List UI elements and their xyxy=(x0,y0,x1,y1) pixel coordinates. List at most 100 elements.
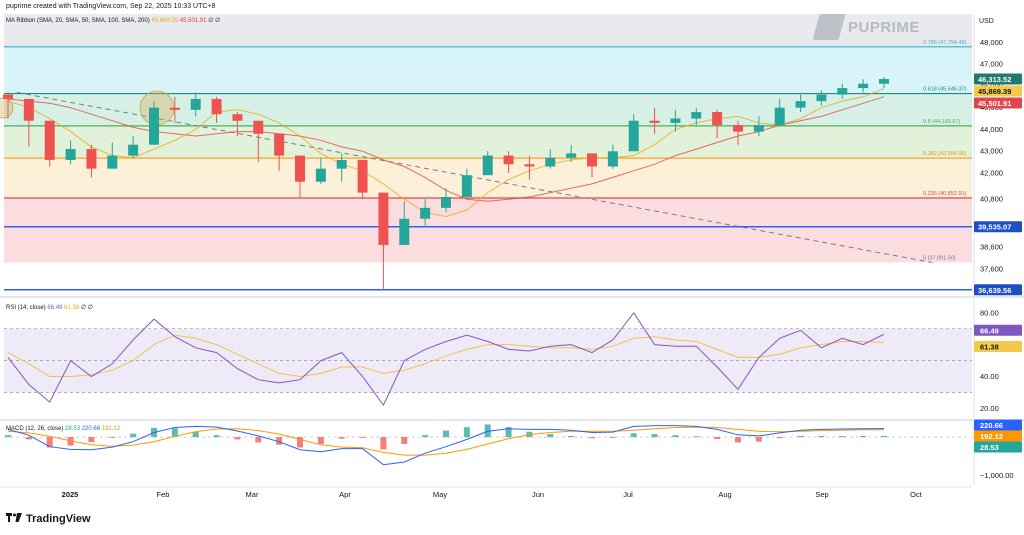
macd-histogram-bar xyxy=(630,433,637,438)
puprime-watermark: PUPRIME xyxy=(812,14,920,40)
macd-histogram-bar xyxy=(297,437,303,448)
macd-histogram-bar xyxy=(776,437,783,439)
price-label-bg xyxy=(974,284,1022,296)
price-label-text: 46,313.52 xyxy=(978,75,1011,84)
rsi-legend-value-2: 61.38 xyxy=(64,305,80,311)
candle-body xyxy=(253,120,264,134)
candle-body xyxy=(524,164,535,167)
time-axis-tick: Jul xyxy=(623,490,633,499)
rsi-legend[interactable]: RSI (14, close) 66.49 61.38 ∅ ∅ xyxy=(6,304,93,311)
time-axis-tick: Feb xyxy=(157,490,170,499)
candle-body xyxy=(733,125,743,132)
candle-body xyxy=(649,120,660,123)
price-label-bg xyxy=(974,73,1022,85)
candle-body xyxy=(65,149,76,160)
main-legend[interactable]: MA Ribbon (SMA, 20, SMA, 50, SMA, 100, S… xyxy=(6,17,220,24)
candle-body xyxy=(545,157,556,167)
candle-body xyxy=(628,120,639,152)
candle-body xyxy=(753,125,764,132)
macd-histogram-bar xyxy=(755,437,762,442)
fib-label-0: 0.786 (47,794.49) xyxy=(923,40,967,46)
macd-histogram-bar xyxy=(276,437,283,445)
candle-body xyxy=(816,94,827,102)
macd-legend-label: MACD (12, 26, close) xyxy=(6,426,64,432)
macd-histogram-bar xyxy=(651,434,658,438)
macd-label-text: 28.53 xyxy=(980,443,999,452)
fib-label-3: 0.382 (42,684.96) xyxy=(923,151,967,157)
candle-body xyxy=(837,88,848,95)
fib-label-1: 0.618 (45,646.37) xyxy=(923,87,967,93)
macd-histogram-bar xyxy=(609,437,616,438)
time-axis-tick: Aug xyxy=(718,490,731,499)
macd-histogram-bar xyxy=(693,436,700,438)
price-axis-tick: 47,000 xyxy=(980,60,1003,69)
candle-body xyxy=(86,149,97,169)
rsi-label-bg xyxy=(974,340,1022,352)
candle-body xyxy=(607,151,618,167)
candle-body xyxy=(357,159,368,193)
fib-zone-4 xyxy=(4,198,972,263)
time-axis-tick: Sep xyxy=(815,490,828,499)
price-label-text: 45,869.39 xyxy=(978,87,1011,96)
macd-histogram-bar xyxy=(317,437,324,444)
macd-histogram-bar xyxy=(46,437,53,448)
price-axis-tick: 43,000 xyxy=(980,147,1003,156)
price-label-bg xyxy=(974,97,1022,109)
macd-line xyxy=(7,425,885,466)
candle-body xyxy=(774,107,785,126)
chart-header-caption: puprime created with TradingView.com, Se… xyxy=(6,3,216,10)
time-axis-tick: Mar xyxy=(246,490,259,499)
rsi-line xyxy=(7,311,885,407)
macd-histogram-bar xyxy=(672,435,679,438)
macd-label-bg xyxy=(974,419,1022,431)
tradingview-logo-icon xyxy=(6,513,22,525)
candle-body xyxy=(169,107,180,110)
macd-histogram-bar xyxy=(547,434,554,438)
price-axis-tick: 44,000 xyxy=(980,125,1003,134)
macd-histogram-bar xyxy=(797,435,804,438)
macd-histogram-bar xyxy=(338,437,345,439)
fib-label-5: 0 (37,891.50) xyxy=(923,256,956,262)
macd-histogram-bar xyxy=(380,437,387,450)
candle-body xyxy=(336,159,347,169)
tradingview-brand[interactable]: TradingView xyxy=(6,513,91,525)
fib-label-4: 0.236 (40,852.91) xyxy=(923,191,967,197)
price-axis-tick: 37,600 xyxy=(980,264,1003,273)
macd-legend-value-3: 192.12 xyxy=(101,426,121,432)
macd-histogram-bar xyxy=(109,437,116,438)
macd-legend[interactable]: MACD (12, 26, close) 28.53 220.66 192.12 xyxy=(6,426,120,432)
price-axis-tick: 42,000 xyxy=(980,169,1003,178)
rsi-label-bg xyxy=(974,324,1022,336)
candle-body xyxy=(712,112,723,126)
candle-body xyxy=(190,98,201,110)
price-axis-tick: 38,600 xyxy=(980,243,1003,252)
macd-histogram-bar xyxy=(860,435,867,438)
main-legend-value-1: 45,869.39 xyxy=(151,18,179,24)
puprime-logo-text: PUPRIME xyxy=(848,18,920,36)
macd-legend-value-2: 220.66 xyxy=(81,426,101,432)
price-label-text: 36,639.56 xyxy=(978,286,1011,295)
candle-body xyxy=(44,120,55,160)
tradingview-brand-name: TradingView xyxy=(26,513,91,525)
macd-histogram-bar xyxy=(255,437,262,443)
macd-histogram-bar xyxy=(359,437,366,438)
macd-histogram-bar xyxy=(568,435,575,438)
fib-zone-1 xyxy=(4,93,972,126)
candle-body xyxy=(107,155,118,169)
price-axis-tick: 40,800 xyxy=(980,195,1003,204)
main-legend-value-2: 45,501.91 xyxy=(179,18,207,24)
price-label-text: 39,535.07 xyxy=(978,223,1011,232)
rsi-axis-tick: 40.00 xyxy=(980,372,999,381)
macd-legend-value-1: 28.53 xyxy=(65,426,81,432)
macd-histogram-bar xyxy=(25,437,32,440)
macd-histogram-bar xyxy=(213,435,220,438)
macd-label-bg xyxy=(974,430,1022,442)
macd-axis-tick: −1,000.00 xyxy=(980,471,1014,480)
rsi-ma-line xyxy=(7,334,885,378)
time-axis-tick: Jun xyxy=(532,490,544,499)
macd-histogram-bar xyxy=(484,424,491,438)
sma-20-line xyxy=(7,88,885,218)
candle-body xyxy=(274,133,285,156)
macd-histogram-bar xyxy=(192,431,199,438)
macd-histogram-bar xyxy=(5,435,11,438)
